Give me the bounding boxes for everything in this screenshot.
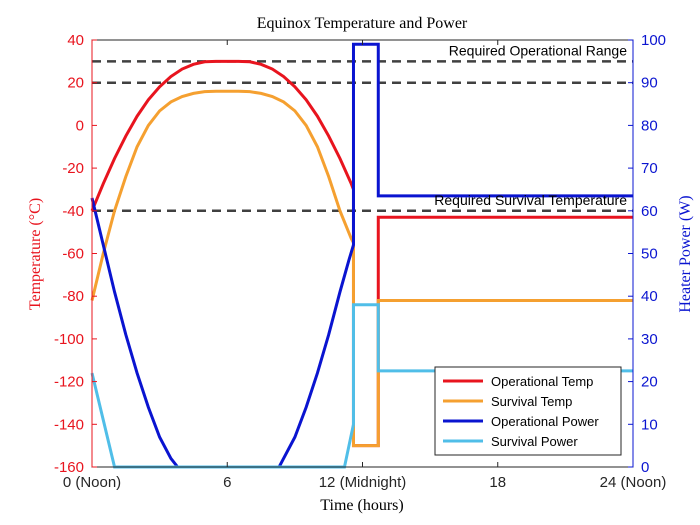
y-left-tick-label: -80 <box>62 288 84 305</box>
y-right-tick-label: 10 <box>641 416 658 433</box>
x-axis-ticks: 0 (Noon) 6 12 (Midnight) 18 24 (Noon) <box>63 40 667 491</box>
y-right-tick-label: 0 <box>641 459 649 476</box>
y-right-tick-label: 20 <box>641 374 658 391</box>
y-left-tick-label: 40 <box>67 32 84 49</box>
y-left-tick-label: -20 <box>62 160 84 177</box>
y-right-tick-label: 50 <box>641 246 658 263</box>
series-lines <box>90 42 633 469</box>
legend-label: Survival Temp <box>491 394 572 409</box>
y-right-tick-label: 70 <box>641 160 658 177</box>
y-right-tick-label: 30 <box>641 331 658 348</box>
legend-label: Operational Power <box>491 414 599 429</box>
reference-line-label: Required Survival Temperature <box>434 192 627 208</box>
y-right-tick-label: 40 <box>641 288 658 305</box>
y-left-tick-label: -100 <box>54 331 84 348</box>
reference-lines <box>92 60 633 213</box>
y-left-tick-label: -120 <box>54 374 84 391</box>
annotations: Required Operational Range Required Survi… <box>434 42 627 207</box>
y-left-axis-label: Temperature (°C) <box>27 198 44 310</box>
legend-label: Survival Power <box>491 434 578 449</box>
x-tick-label: 24 (Noon) <box>600 474 667 491</box>
x-axis-label: Time (hours) <box>320 497 403 514</box>
legend: Operational Temp Survival Temp Operational… <box>434 366 622 456</box>
series-line-4 <box>90 303 633 469</box>
y-right-axis-label: Heater Power (W) <box>677 195 694 312</box>
x-tick-label: 6 <box>223 474 231 491</box>
legend-label: Operational Temp <box>491 374 593 389</box>
x-tick-label: 18 <box>489 474 506 491</box>
chart-title: Equinox Temperature and Power <box>257 15 468 32</box>
y-left-axis-ticks: 40 20 0 -20 -40 -60 -80 -100 -120 -140 -160 <box>54 32 97 476</box>
y-left-tick-label: -60 <box>62 246 84 263</box>
y-right-tick-label: 80 <box>641 117 658 134</box>
reference-line-label: Required Operational Range <box>449 42 627 58</box>
x-tick-label: 0 (Noon) <box>63 474 121 491</box>
y-left-tick-label: -160 <box>54 459 84 476</box>
y-right-tick-label: 60 <box>641 203 658 220</box>
y-left-tick-label: -40 <box>62 203 84 220</box>
y-left-tick-label: 0 <box>76 117 84 134</box>
y-right-tick-label: 100 <box>641 32 666 49</box>
y-right-tick-label: 90 <box>641 75 658 92</box>
x-tick-label: 12 (Midnight) <box>319 474 407 491</box>
series-line-3 <box>90 42 633 469</box>
y-left-tick-label: -140 <box>54 416 84 433</box>
y-left-tick-label: 20 <box>67 75 84 92</box>
